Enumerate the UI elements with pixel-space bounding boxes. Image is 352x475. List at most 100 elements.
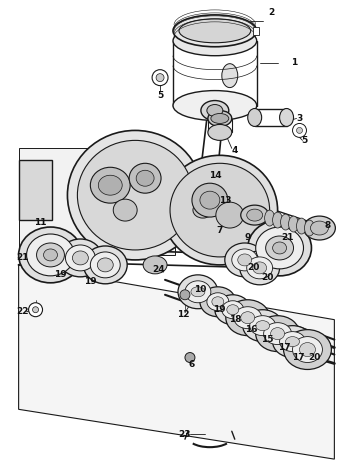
Ellipse shape [152, 70, 168, 86]
Ellipse shape [256, 227, 303, 269]
Ellipse shape [232, 249, 258, 271]
Ellipse shape [192, 183, 228, 217]
Ellipse shape [185, 196, 221, 224]
Polygon shape [19, 160, 52, 220]
Ellipse shape [136, 170, 154, 186]
Ellipse shape [266, 236, 294, 260]
Text: 19: 19 [54, 270, 67, 279]
Text: 17: 17 [278, 343, 291, 352]
Ellipse shape [240, 251, 279, 285]
Ellipse shape [170, 163, 270, 257]
Text: 10: 10 [194, 285, 206, 294]
Ellipse shape [264, 323, 291, 344]
Ellipse shape [143, 256, 167, 274]
Ellipse shape [208, 124, 232, 141]
Text: 12: 12 [177, 310, 189, 319]
Text: 21: 21 [16, 254, 29, 262]
Text: 5: 5 [157, 91, 163, 100]
Ellipse shape [90, 167, 130, 203]
Ellipse shape [37, 243, 64, 267]
Ellipse shape [253, 262, 267, 274]
Ellipse shape [178, 275, 218, 309]
Ellipse shape [162, 155, 278, 265]
Ellipse shape [201, 101, 229, 121]
Ellipse shape [207, 104, 223, 116]
Ellipse shape [185, 281, 211, 303]
Ellipse shape [222, 64, 238, 87]
Text: 20: 20 [262, 273, 274, 282]
Ellipse shape [77, 141, 193, 250]
Text: 6: 6 [189, 360, 195, 369]
Text: 17: 17 [292, 353, 305, 362]
Text: 7: 7 [216, 226, 223, 235]
Ellipse shape [129, 163, 161, 193]
Ellipse shape [173, 15, 257, 47]
Ellipse shape [200, 287, 236, 317]
Ellipse shape [271, 328, 284, 340]
Ellipse shape [248, 220, 312, 276]
Ellipse shape [272, 242, 287, 254]
Ellipse shape [191, 287, 205, 297]
Ellipse shape [272, 326, 313, 358]
Ellipse shape [279, 108, 294, 126]
Ellipse shape [248, 108, 262, 126]
Ellipse shape [250, 316, 276, 336]
Ellipse shape [207, 293, 229, 311]
Ellipse shape [212, 297, 224, 307]
Ellipse shape [285, 337, 300, 347]
Text: 9: 9 [245, 234, 251, 243]
Text: 18: 18 [230, 315, 242, 324]
Ellipse shape [156, 74, 164, 82]
Text: 2: 2 [269, 9, 275, 18]
Ellipse shape [185, 352, 195, 362]
Text: 3: 3 [296, 114, 303, 123]
Ellipse shape [113, 199, 137, 221]
Ellipse shape [83, 246, 127, 284]
Ellipse shape [226, 300, 270, 336]
Ellipse shape [68, 131, 203, 260]
Ellipse shape [241, 312, 255, 323]
Text: 22: 22 [16, 307, 29, 316]
Ellipse shape [97, 258, 113, 272]
Ellipse shape [293, 124, 307, 137]
Ellipse shape [73, 251, 88, 265]
Text: 13: 13 [219, 196, 231, 205]
Ellipse shape [58, 239, 102, 277]
Ellipse shape [281, 214, 290, 230]
Polygon shape [19, 265, 334, 459]
Ellipse shape [296, 127, 302, 133]
Ellipse shape [179, 19, 251, 43]
Ellipse shape [303, 216, 335, 240]
Ellipse shape [193, 202, 213, 218]
Ellipse shape [265, 210, 275, 226]
Text: 21: 21 [281, 234, 294, 243]
Ellipse shape [180, 290, 190, 300]
Ellipse shape [238, 254, 252, 266]
Text: 24: 24 [152, 266, 164, 275]
Text: 20: 20 [247, 263, 260, 272]
Ellipse shape [215, 295, 251, 324]
Text: 19: 19 [84, 277, 97, 286]
Ellipse shape [293, 337, 322, 362]
Ellipse shape [98, 175, 122, 195]
Ellipse shape [310, 221, 328, 235]
Text: 5: 5 [301, 136, 308, 145]
Text: 15: 15 [262, 335, 274, 344]
Ellipse shape [247, 257, 272, 279]
Ellipse shape [90, 252, 120, 278]
Text: 20: 20 [308, 353, 321, 362]
Ellipse shape [279, 332, 306, 352]
Ellipse shape [208, 111, 232, 126]
Ellipse shape [19, 227, 82, 283]
Ellipse shape [200, 191, 220, 209]
Ellipse shape [289, 216, 298, 232]
Ellipse shape [29, 303, 43, 317]
Ellipse shape [33, 307, 39, 313]
Ellipse shape [304, 220, 314, 236]
Ellipse shape [44, 249, 57, 261]
Ellipse shape [227, 305, 239, 315]
Text: 16: 16 [245, 325, 258, 334]
Text: 19: 19 [214, 305, 226, 314]
Text: 4: 4 [232, 146, 238, 155]
Text: 1: 1 [291, 58, 298, 67]
